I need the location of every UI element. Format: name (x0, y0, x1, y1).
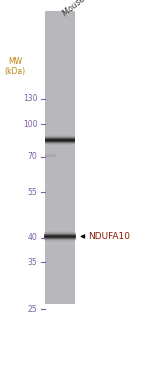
Bar (44, 240, 76, 241)
Bar (44, 241, 76, 242)
Bar (45, 154, 56, 157)
Text: 100: 100 (23, 120, 38, 129)
Text: 70: 70 (28, 152, 38, 161)
Text: 55: 55 (28, 188, 38, 197)
Bar (44, 233, 76, 234)
Text: 25: 25 (28, 305, 38, 314)
Text: 35: 35 (28, 258, 38, 267)
Bar (44, 237, 76, 238)
Bar (44, 235, 76, 236)
Bar (44, 231, 76, 232)
Bar (44, 234, 76, 235)
Bar (45, 11, 75, 304)
Bar (44, 232, 76, 233)
Text: Mouse kidney: Mouse kidney (61, 0, 109, 18)
Bar (44, 239, 76, 240)
Text: NDUFA10: NDUFA10 (88, 232, 130, 241)
Text: MW
(kDa): MW (kDa) (4, 57, 26, 76)
Text: 40: 40 (28, 234, 38, 242)
Bar (44, 236, 76, 237)
Text: 130: 130 (23, 94, 38, 103)
Bar (44, 238, 76, 239)
